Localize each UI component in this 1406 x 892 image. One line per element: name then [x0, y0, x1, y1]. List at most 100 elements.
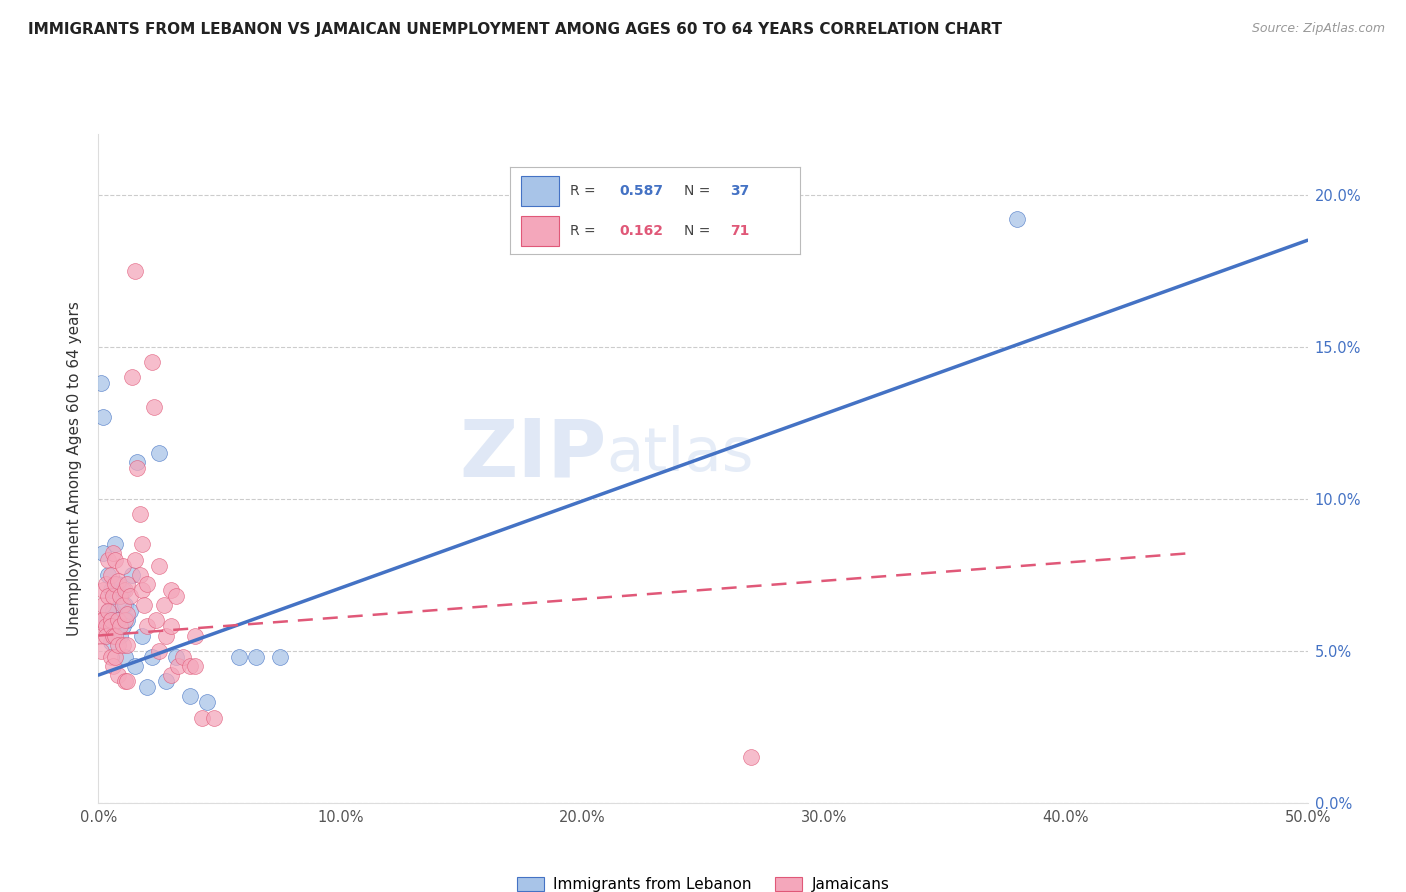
Point: [740, 750, 762, 764]
Text: 0.587: 0.587: [620, 184, 664, 198]
Point: [107, 668, 129, 682]
Point: [94, 577, 117, 591]
Point: [104, 552, 127, 566]
Point: [108, 589, 131, 603]
Point: [108, 628, 131, 642]
Point: [104, 577, 127, 591]
Point: [148, 446, 170, 460]
Text: Source: ZipAtlas.com: Source: ZipAtlas.com: [1251, 22, 1385, 36]
Point: [104, 537, 127, 551]
Point: [269, 649, 291, 664]
Point: [90, 613, 112, 627]
Point: [131, 537, 153, 551]
Point: [90, 644, 112, 658]
Text: 37: 37: [730, 184, 749, 198]
Point: [143, 401, 166, 415]
Point: [117, 613, 139, 627]
Point: [97, 567, 120, 582]
Point: [107, 613, 129, 627]
Point: [165, 649, 187, 664]
Text: 0.162: 0.162: [620, 224, 664, 238]
Point: [111, 558, 134, 573]
Point: [165, 589, 187, 603]
Point: [104, 649, 127, 664]
Point: [111, 598, 134, 612]
Point: [100, 567, 122, 582]
Point: [111, 638, 134, 652]
Point: [141, 649, 163, 664]
Point: [104, 613, 127, 627]
Point: [100, 582, 122, 597]
Point: [108, 589, 131, 603]
Point: [155, 628, 177, 642]
Point: [101, 619, 124, 633]
Point: [97, 589, 120, 603]
Point: [107, 638, 129, 652]
Point: [184, 628, 207, 642]
Point: [148, 558, 170, 573]
Point: [91, 582, 114, 597]
Legend: Immigrants from Lebanon, Jamaicans: Immigrants from Lebanon, Jamaicans: [510, 871, 896, 892]
Point: [97, 604, 120, 618]
Bar: [522, 176, 558, 205]
Point: [101, 628, 124, 642]
Point: [101, 589, 124, 603]
Point: [100, 634, 122, 648]
Point: [131, 628, 153, 642]
Text: R =: R =: [571, 224, 600, 238]
Point: [114, 582, 136, 597]
Point: [160, 582, 183, 597]
Point: [108, 619, 131, 633]
Point: [131, 582, 153, 597]
Point: [100, 613, 122, 627]
Point: [100, 649, 122, 664]
Text: ZIP: ZIP: [458, 416, 606, 494]
Point: [172, 649, 194, 664]
Point: [184, 659, 207, 673]
Point: [135, 680, 157, 694]
Point: [117, 638, 139, 652]
Point: [90, 376, 112, 391]
Point: [111, 619, 134, 633]
Point: [111, 582, 134, 597]
Point: [152, 598, 174, 612]
Point: [179, 659, 201, 673]
Point: [124, 552, 146, 566]
Point: [204, 711, 226, 725]
Point: [114, 674, 136, 689]
Point: [97, 604, 120, 618]
Point: [127, 455, 149, 469]
Text: IMMIGRANTS FROM LEBANON VS JAMAICAN UNEMPLOYMENT AMONG AGES 60 TO 64 YEARS CORRE: IMMIGRANTS FROM LEBANON VS JAMAICAN UNEM…: [28, 22, 1002, 37]
Text: N =: N =: [683, 184, 714, 198]
Point: [90, 628, 112, 642]
Point: [91, 613, 114, 627]
Point: [91, 546, 114, 560]
Text: N =: N =: [683, 224, 714, 238]
Point: [114, 649, 136, 664]
Point: [117, 607, 139, 622]
Y-axis label: Unemployment Among Ages 60 to 64 years: Unemployment Among Ages 60 to 64 years: [67, 301, 83, 636]
Point: [100, 619, 122, 633]
Point: [94, 613, 117, 627]
Point: [1007, 211, 1029, 226]
Point: [121, 370, 143, 384]
Point: [107, 577, 129, 591]
Point: [104, 628, 127, 642]
Point: [101, 604, 124, 618]
Point: [160, 668, 183, 682]
Point: [124, 659, 146, 673]
Point: [94, 619, 117, 633]
Point: [135, 577, 157, 591]
Point: [118, 589, 141, 603]
Point: [117, 577, 139, 591]
Point: [128, 507, 150, 521]
Point: [91, 409, 114, 424]
Point: [127, 461, 149, 475]
Point: [128, 567, 150, 582]
Point: [195, 696, 218, 710]
Point: [107, 613, 129, 627]
Point: [97, 552, 120, 566]
Text: 71: 71: [730, 224, 749, 238]
Bar: [522, 216, 558, 245]
Point: [121, 567, 143, 582]
